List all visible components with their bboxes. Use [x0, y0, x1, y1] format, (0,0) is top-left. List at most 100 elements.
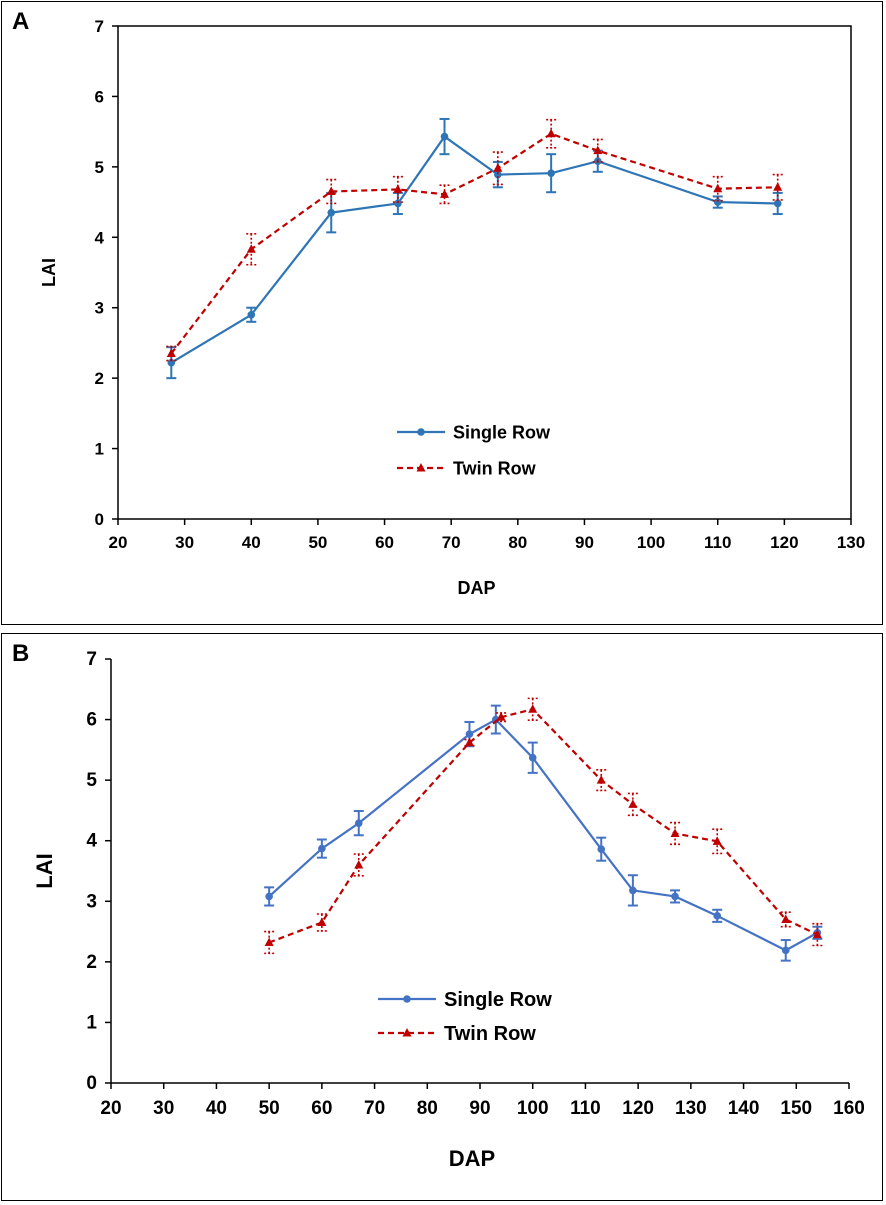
single-row-point [318, 844, 326, 853]
twin-row-point [773, 182, 783, 191]
twin-row-point [354, 859, 364, 869]
x-tick-label: 50 [259, 1098, 280, 1119]
legend-single-row-label: Single Row [444, 989, 552, 1011]
x-tick-label: 90 [575, 533, 594, 552]
x-tick-label: 50 [308, 533, 327, 552]
legend-twin-row-marker [402, 1028, 412, 1037]
twin-row-point [528, 704, 538, 713]
y-tick-label: 4 [95, 228, 105, 247]
x-tick-label: 90 [469, 1098, 490, 1119]
x-tick-label: 40 [206, 1098, 227, 1119]
single-row-point [629, 886, 637, 895]
panel-a: A 0 1 2 3 4 5 6 7 20 30 40 50 60 70 80 90 100 110 120 130 DA… [1, 1, 883, 625]
single-row-point [597, 845, 606, 853]
single-row-point [773, 199, 782, 208]
twin-row-point [628, 799, 638, 808]
single-row-point [781, 946, 790, 955]
single-row-point [167, 358, 176, 367]
single-row-point [713, 912, 722, 920]
single-row-point [440, 132, 449, 141]
single-row-line [268, 718, 818, 952]
chart-b: 0 1 2 3 4 5 6 7 20 30 40 50 60 70 80 90 100 110 120 130 140 1… [32, 649, 865, 1171]
single-row-line [170, 135, 778, 364]
legend-twin-row-marker [416, 463, 426, 472]
y-tick-label: 5 [95, 158, 104, 177]
x-tick-label: 40 [242, 533, 261, 552]
y-tick-label: 1 [86, 1012, 97, 1033]
y-tick-label: 2 [86, 952, 97, 973]
x-tick-label: 60 [375, 533, 394, 552]
y-tick-label: 0 [86, 1073, 97, 1094]
twin-row-point [546, 128, 556, 138]
twin-row-line [268, 708, 818, 944]
x-tick-label: 160 [833, 1098, 865, 1119]
single-row-point [465, 730, 474, 738]
single-row-point [547, 169, 555, 177]
twin-row-point [812, 929, 822, 939]
single-row-point [528, 753, 537, 762]
single-row-point [671, 892, 679, 901]
x-tick-label: 100 [637, 533, 665, 552]
x-tick-label: 70 [364, 1098, 385, 1119]
x-tick-label: 20 [100, 1098, 121, 1119]
twin-row-point [393, 184, 403, 193]
single-row-point [354, 819, 363, 827]
x-tick-label: 30 [153, 1098, 174, 1119]
single-row-point [327, 208, 336, 217]
single-row-point [247, 310, 256, 319]
x-tick-label: 110 [570, 1098, 601, 1119]
y-tick-label: 3 [86, 891, 97, 912]
twin-row-point [670, 828, 680, 837]
x-tick-label: 100 [517, 1098, 549, 1119]
x-tick-label: 110 [704, 533, 731, 552]
legend-twin-row-label: Twin Row [444, 1023, 536, 1045]
legend-twin-row-label: Twin Row [453, 458, 537, 478]
y-tick-label: 7 [95, 17, 104, 36]
y-tick-label: 0 [95, 510, 104, 529]
y-tick-label: 2 [95, 369, 104, 388]
y-axis-title: LAI [32, 853, 57, 888]
panel-b: B 0 1 2 3 4 5 6 7 20 30 40 50 60 70 80 90 100 110 120 130 14… [1, 633, 883, 1201]
x-axis-title: DAP [457, 578, 495, 598]
single-row-point [265, 892, 273, 901]
y-tick-label: 5 [86, 770, 97, 791]
twin-row-point [493, 163, 503, 172]
twin-row-point [712, 836, 722, 845]
y-tick-label: 4 [86, 831, 97, 852]
chart-a: 0 1 2 3 4 5 6 7 20 30 40 50 60 70 80 90 100 110 120 130 DAP L… [39, 17, 865, 598]
x-tick-label: 20 [109, 533, 128, 552]
x-tick-label: 30 [175, 533, 194, 552]
x-tick-label: 80 [508, 533, 527, 552]
y-tick-label: 6 [86, 710, 97, 731]
x-tick-label: 140 [728, 1098, 760, 1119]
x-tick-label: 130 [837, 533, 865, 552]
twin-row-point [246, 244, 256, 253]
twin-row-line [170, 132, 778, 355]
twin-row-point [713, 183, 723, 193]
x-tick-label: 70 [442, 533, 461, 552]
y-tick-label: 7 [86, 649, 97, 670]
y-tick-label: 3 [95, 299, 104, 318]
x-tick-label: 120 [622, 1098, 654, 1119]
twin-row-point [317, 917, 327, 926]
twin-row-point [464, 737, 474, 747]
single-row-point [713, 198, 722, 206]
twin-row-point [166, 348, 176, 357]
x-tick-label: 80 [417, 1098, 438, 1119]
x-tick-label: 60 [311, 1098, 332, 1119]
x-tick-label: 120 [770, 533, 798, 552]
twin-row-point [326, 186, 336, 196]
twin-row-point [593, 145, 603, 155]
twin-row-point [781, 914, 791, 923]
twin-row-point [496, 712, 506, 721]
x-axis-title: DAP [449, 1146, 495, 1171]
y-axis-title: LAI [39, 258, 59, 287]
x-tick-label: 130 [675, 1098, 707, 1119]
single-row-point [494, 170, 502, 179]
legend-single-row-label: Single Row [453, 422, 551, 442]
legend-single-row-marker [417, 428, 425, 436]
y-tick-label: 6 [95, 87, 104, 106]
twin-row-point [440, 189, 450, 198]
plot-area-frame [117, 25, 852, 520]
panel-label: A [12, 8, 30, 35]
